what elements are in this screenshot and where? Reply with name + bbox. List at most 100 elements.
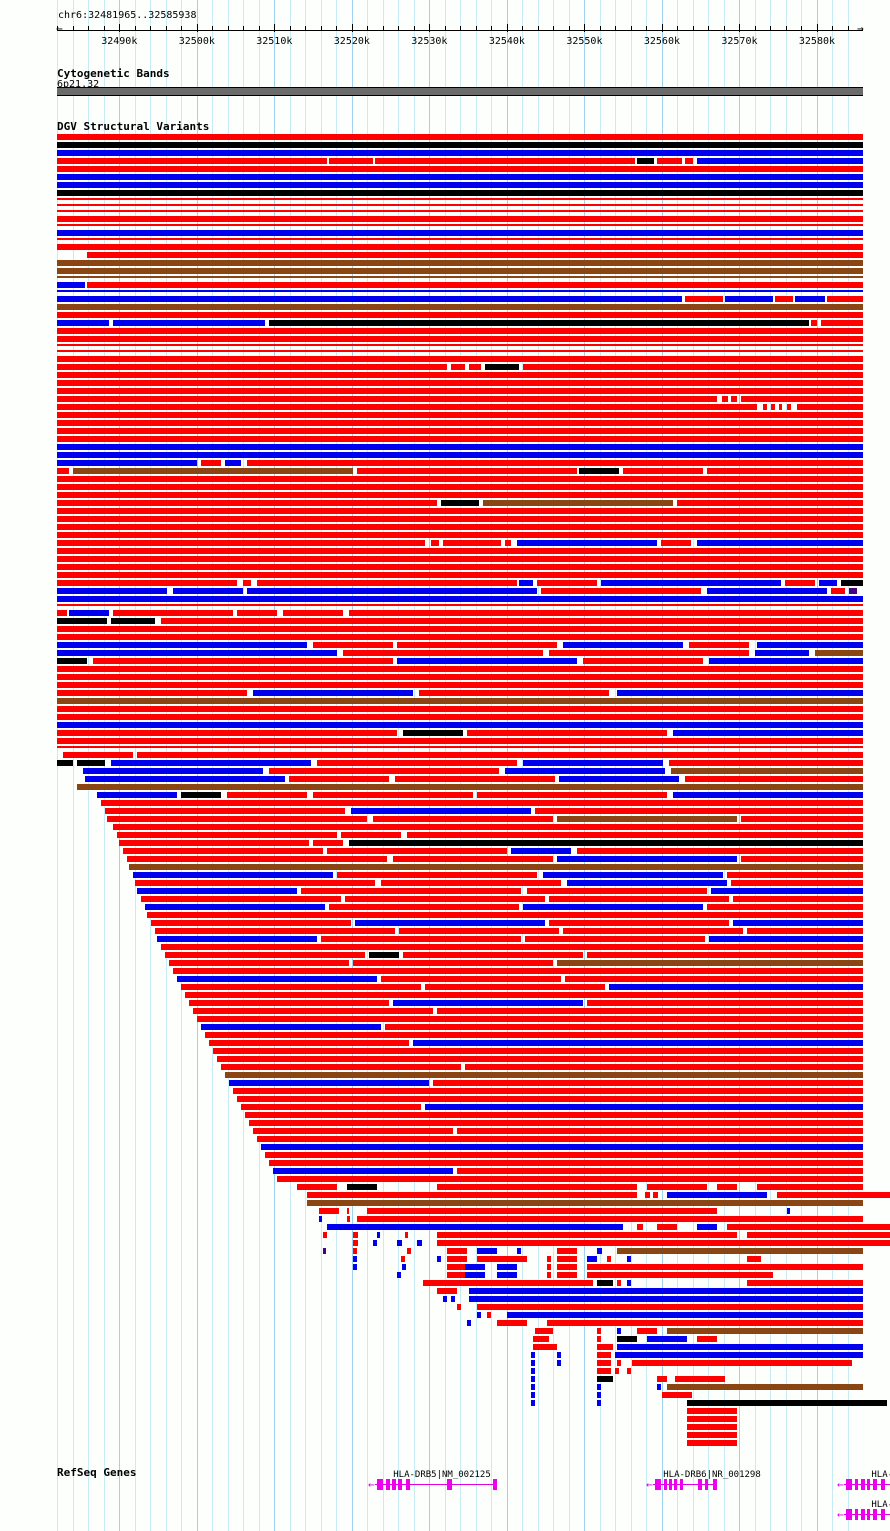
dgv-variant-segment[interactable] bbox=[57, 746, 863, 748]
dgv-variant-segment[interactable] bbox=[57, 134, 863, 140]
dgv-variant-segment[interactable] bbox=[369, 952, 399, 958]
dgv-variant-segment[interactable] bbox=[313, 840, 343, 846]
dgv-variant-segment[interactable] bbox=[247, 588, 537, 594]
dgv-variant-segment[interactable] bbox=[567, 880, 727, 886]
dgv-variant-segment[interactable] bbox=[57, 532, 863, 538]
dgv-variant-segment[interactable] bbox=[849, 588, 857, 594]
dgv-variant-segment[interactable] bbox=[57, 738, 863, 744]
dgv-variant-segment[interactable] bbox=[201, 460, 221, 466]
dgv-variant-segment[interactable] bbox=[57, 150, 863, 156]
dgv-variant-segment[interactable] bbox=[627, 1368, 631, 1374]
dgv-variant-segment[interactable] bbox=[531, 1368, 535, 1374]
dgv-variant-segment[interactable] bbox=[57, 344, 863, 346]
dgv-variant-segment[interactable] bbox=[549, 920, 729, 926]
dgv-variant-segment[interactable] bbox=[375, 158, 635, 164]
dgv-variant-segment[interactable] bbox=[483, 500, 673, 506]
dgv-variant-segment[interactable] bbox=[127, 856, 387, 862]
dgv-variant-segment[interactable] bbox=[563, 928, 743, 934]
dgv-variant-segment[interactable] bbox=[657, 1224, 677, 1230]
dgv-variant-segment[interactable] bbox=[531, 1352, 535, 1358]
dgv-variant-segment[interactable] bbox=[441, 500, 479, 506]
dgv-variant-segment[interactable] bbox=[609, 984, 863, 990]
dgv-variant-segment[interactable] bbox=[57, 372, 863, 378]
dgv-variant-segment[interactable] bbox=[57, 238, 863, 240]
dgv-variant-segment[interactable] bbox=[687, 1416, 737, 1422]
dgv-variant-segment[interactable] bbox=[57, 468, 69, 474]
dgv-variant-segment[interactable] bbox=[559, 776, 679, 782]
dgv-variant-segment[interactable] bbox=[477, 1248, 497, 1254]
dgv-variant-segment[interactable] bbox=[431, 540, 439, 546]
dgv-variant-segment[interactable] bbox=[57, 420, 863, 426]
dgv-variant-segment[interactable] bbox=[57, 328, 863, 334]
dgv-variant-segment[interactable] bbox=[137, 752, 863, 758]
dgv-variant-segment[interactable] bbox=[717, 1184, 737, 1190]
dgv-variant-segment[interactable] bbox=[403, 952, 583, 958]
cytoband-bar[interactable] bbox=[57, 87, 863, 96]
dgv-variant-segment[interactable] bbox=[637, 1224, 643, 1230]
gene-exon[interactable] bbox=[855, 1479, 858, 1490]
dgv-variant-segment[interactable] bbox=[57, 336, 863, 342]
dgv-variant-segment[interactable] bbox=[741, 856, 863, 862]
dgv-variant-segment[interactable] bbox=[523, 364, 863, 370]
dgv-variant-segment[interactable] bbox=[657, 1384, 661, 1390]
dgv-variant-segment[interactable] bbox=[57, 666, 863, 672]
dgv-variant-segment[interactable] bbox=[353, 1248, 357, 1254]
dgv-variant-segment[interactable] bbox=[741, 816, 863, 822]
dgv-variant-segment[interactable] bbox=[727, 872, 863, 878]
dgv-variant-segment[interactable] bbox=[505, 768, 665, 774]
dgv-variant-segment[interactable] bbox=[319, 1208, 339, 1214]
dgv-variant-segment[interactable] bbox=[617, 1328, 621, 1334]
dgv-variant-segment[interactable] bbox=[57, 396, 717, 402]
dgv-variant-segment[interactable] bbox=[419, 690, 609, 696]
dgv-variant-segment[interactable] bbox=[731, 880, 863, 886]
dgv-variant-segment[interactable] bbox=[697, 540, 863, 546]
dgv-variant-segment[interactable] bbox=[257, 580, 517, 586]
dgv-variant-segment[interactable] bbox=[57, 312, 863, 318]
dgv-variant-segment[interactable] bbox=[57, 166, 863, 172]
dgv-variant-segment[interactable] bbox=[627, 1256, 631, 1262]
dgv-variant-segment[interactable] bbox=[57, 268, 863, 274]
dgv-variant-segment[interactable] bbox=[465, 1272, 485, 1278]
dgv-variant-segment[interactable] bbox=[249, 1120, 863, 1126]
dgv-variant-segment[interactable] bbox=[395, 776, 555, 782]
dgv-variant-segment[interactable] bbox=[597, 1360, 611, 1366]
dgv-variant-segment[interactable] bbox=[57, 388, 863, 394]
dgv-variant-segment[interactable] bbox=[173, 588, 243, 594]
dgv-variant-segment[interactable] bbox=[755, 650, 809, 656]
gene-exon[interactable] bbox=[846, 1479, 852, 1490]
dgv-variant-segment[interactable] bbox=[617, 1336, 637, 1342]
dgv-variant-segment[interactable] bbox=[111, 760, 311, 766]
dgv-variant-segment[interactable] bbox=[57, 428, 863, 434]
dgv-variant-segment[interactable] bbox=[253, 690, 413, 696]
dgv-variant-segment[interactable] bbox=[319, 1216, 322, 1222]
dgv-variant-segment[interactable] bbox=[57, 210, 863, 212]
dgv-variant-segment[interactable] bbox=[485, 364, 519, 370]
dgv-variant-segment[interactable] bbox=[661, 540, 691, 546]
dgv-variant-segment[interactable] bbox=[345, 896, 545, 902]
dgv-variant-segment[interactable] bbox=[557, 1352, 561, 1358]
dgv-variant-segment[interactable] bbox=[57, 690, 247, 696]
dgv-variant-segment[interactable] bbox=[323, 1232, 327, 1238]
dgv-variant-segment[interactable] bbox=[687, 1432, 737, 1438]
dgv-variant-segment[interactable] bbox=[57, 304, 863, 310]
dgv-variant-segment[interactable] bbox=[57, 412, 863, 418]
dgv-variant-segment[interactable] bbox=[119, 840, 309, 846]
dgv-variant-segment[interactable] bbox=[469, 364, 481, 370]
dgv-variant-segment[interactable] bbox=[57, 158, 327, 164]
dgv-variant-segment[interactable] bbox=[57, 722, 863, 728]
dgv-variant-segment[interactable] bbox=[57, 618, 107, 624]
dgv-variant-segment[interactable] bbox=[113, 824, 863, 830]
dgv-variant-segment[interactable] bbox=[733, 896, 863, 902]
dgv-variant-segment[interactable] bbox=[617, 690, 863, 696]
dgv-variant-segment[interactable] bbox=[687, 1408, 737, 1414]
dgv-variant-segment[interactable] bbox=[137, 888, 297, 894]
dgv-variant-segment[interactable] bbox=[797, 404, 863, 410]
dgv-variant-segment[interactable] bbox=[407, 1248, 411, 1254]
dgv-variant-segment[interactable] bbox=[353, 960, 553, 966]
dgv-variant-segment[interactable] bbox=[85, 776, 285, 782]
dgv-variant-segment[interactable] bbox=[597, 1352, 611, 1358]
dgv-variant-segment[interactable] bbox=[403, 730, 463, 736]
dgv-variant-segment[interactable] bbox=[297, 1184, 337, 1190]
dgv-variant-segment[interactable] bbox=[587, 1256, 597, 1262]
gene-exon[interactable] bbox=[881, 1509, 885, 1520]
